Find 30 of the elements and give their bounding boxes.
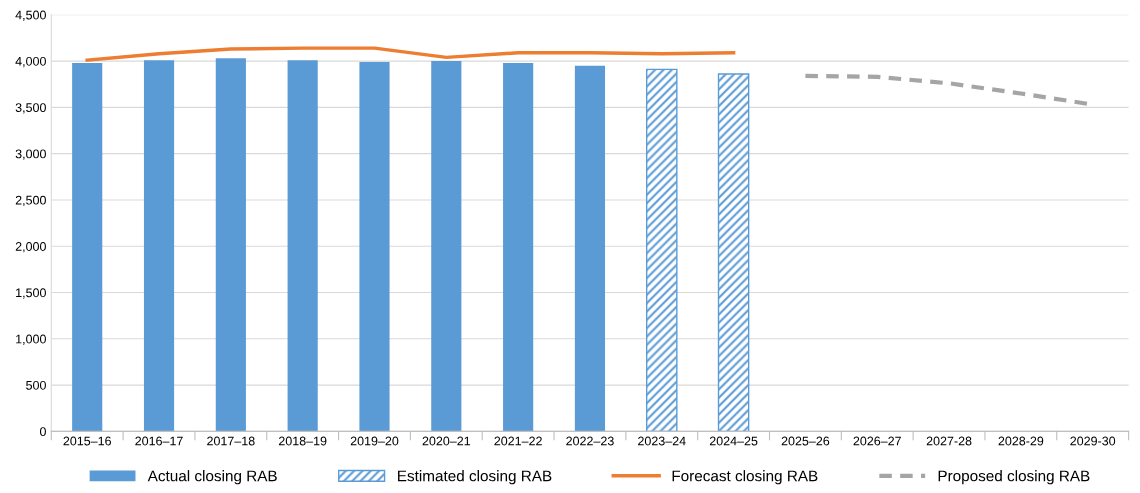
- legend-label: Forecast closing RAB: [672, 470, 818, 485]
- y-tick-label: 3,000: [15, 149, 46, 160]
- y-tick-label: 3,500: [15, 103, 46, 114]
- x-tick-label: 2025–26: [781, 436, 830, 446]
- y-tick-label: 4,000: [15, 56, 46, 68]
- y-tick-label: 1,000: [16, 334, 46, 345]
- x-tick-label: 2017–18: [207, 436, 255, 446]
- y-tick-label: 500: [26, 380, 46, 390]
- x-tick-label: 2024–25: [709, 436, 758, 446]
- x-tick-label: 2020–21: [422, 436, 471, 446]
- x-tick-label: 2026–27: [853, 436, 901, 446]
- x-tick-label: 2016–17: [135, 436, 183, 446]
- line-series: [85, 46, 736, 62]
- legend-label: Proposed closing RAB: [938, 470, 1090, 485]
- x-tick-label: 2027-28: [926, 436, 972, 446]
- x-tick-label: 2028-29: [998, 436, 1044, 446]
- y-tick-label: 0: [39, 427, 46, 437]
- y-tick-label: 1,500: [16, 288, 46, 299]
- x-tick-label: 2029-30: [1070, 436, 1116, 446]
- legend-label: Actual closing RAB: [147, 470, 277, 485]
- x-tick-label: 2021–22: [494, 436, 542, 446]
- legend-label: Estimated closing RAB: [398, 470, 552, 485]
- y-tick-label: 2,000: [15, 242, 46, 253]
- y-tick-label: 2,500: [15, 195, 46, 207]
- x-tick-label: 2022–23: [566, 436, 614, 446]
- x-tick-label: 2023–24: [638, 436, 686, 446]
- x-tick-label: 2015–16: [63, 436, 111, 446]
- x-tick-label: 2018–19: [278, 436, 327, 446]
- x-tick-label: 2019–20: [350, 436, 399, 446]
- y-tick-label: 4,500: [15, 10, 46, 21]
